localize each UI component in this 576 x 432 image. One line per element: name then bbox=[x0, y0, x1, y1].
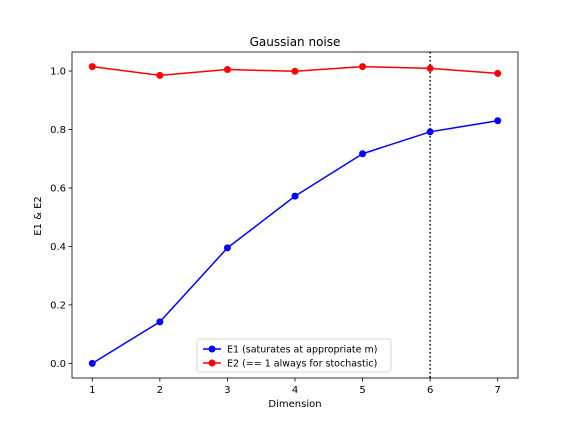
x-tick-label: 5 bbox=[359, 385, 365, 396]
axes-frame bbox=[71, 51, 519, 379]
x-tick-label: 3 bbox=[224, 385, 230, 396]
data-point-e2 bbox=[156, 71, 164, 79]
plot-area: 1 2 3 4 5 6 7 0.0 0.2 0.4 0.6 0.8 1.0 bbox=[50, 51, 519, 396]
y-tick-label: 0.2 bbox=[50, 300, 66, 311]
y-tick-label: 0.6 bbox=[50, 183, 66, 194]
data-point-e1 bbox=[291, 192, 299, 200]
legend: E1 (saturates at appropriate m) E2 (== 1 … bbox=[196, 338, 392, 373]
y-tick-label: 0.8 bbox=[50, 125, 66, 136]
y-axis-label: E1 & E2 bbox=[33, 196, 44, 236]
data-point-e1 bbox=[359, 150, 367, 158]
data-point-e1 bbox=[494, 117, 502, 125]
x-tick-label: 4 bbox=[292, 385, 298, 396]
x-tick-label: 7 bbox=[495, 385, 501, 396]
legend-marker-e2 bbox=[208, 359, 216, 367]
x-tick-label: 1 bbox=[89, 385, 95, 396]
legend-marker-e1 bbox=[208, 345, 216, 353]
data-point-e1 bbox=[156, 318, 164, 326]
y-tick-label: 1.0 bbox=[50, 67, 66, 78]
data-point-e1 bbox=[88, 359, 96, 367]
data-point-e2 bbox=[88, 63, 96, 71]
legend-label-e1: E1 (saturates at appropriate m) bbox=[227, 345, 377, 356]
data-point-e2 bbox=[494, 69, 502, 77]
data-point-e1 bbox=[223, 244, 231, 252]
y-tick-label: 0.4 bbox=[50, 242, 66, 253]
x-axis-label: Dimension bbox=[268, 399, 321, 410]
legend-box bbox=[196, 338, 392, 373]
legend-label-e2: E2 (== 1 always for stochastic) bbox=[227, 359, 377, 370]
chart-title: Gaussian noise bbox=[250, 35, 341, 49]
x-tick-label: 2 bbox=[157, 385, 163, 396]
data-point-e2 bbox=[426, 64, 434, 72]
x-tick-label: 6 bbox=[427, 385, 433, 396]
data-point-e1 bbox=[426, 128, 434, 136]
y-tick-label: 0.0 bbox=[50, 359, 66, 370]
data-point-e2 bbox=[359, 63, 367, 71]
data-point-e2 bbox=[291, 67, 299, 75]
data-point-e2 bbox=[223, 66, 231, 74]
